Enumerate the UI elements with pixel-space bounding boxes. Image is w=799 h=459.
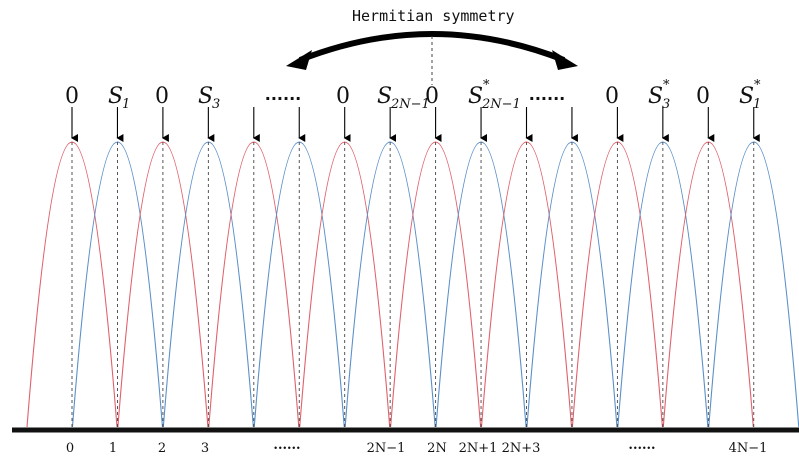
top-symbol-12: 0 <box>696 84 710 109</box>
top-symbol-5: 0 <box>336 84 350 109</box>
arrowhead-left <box>286 50 312 70</box>
index-label-1: 1 <box>109 441 117 456</box>
hermitian-symmetry-arrow <box>286 31 578 70</box>
top-symbol-13: S <box>739 84 754 109</box>
top-symbol-4: ...... <box>265 85 301 104</box>
top-symbol-2: 0 <box>155 84 169 109</box>
top-symbol-9: ...... <box>529 85 565 104</box>
index-label-7: 2N+1 <box>459 441 498 456</box>
index-label-4: ...... <box>273 438 300 453</box>
index-label-5: 2N−1 <box>367 441 406 456</box>
index-label-3: 3 <box>201 441 209 456</box>
arrowhead-right <box>552 50 578 70</box>
top-symbol-sub-11: 3 <box>662 97 670 112</box>
top-symbol-sub-8: 2N−1 <box>481 97 521 112</box>
top-symbol-sup-11: * <box>663 78 670 93</box>
top-symbol-sup-13: * <box>754 78 761 93</box>
index-label-8: 2N+3 <box>502 441 541 456</box>
top-symbol-8: S <box>468 84 483 109</box>
top-symbol-7: 0 <box>425 84 439 109</box>
subcarrier-dashed-lines <box>71 142 755 427</box>
index-label-6: 2N <box>427 441 447 456</box>
index-label-9: ...... <box>628 438 655 453</box>
top-symbol-0: 0 <box>65 84 79 109</box>
subcarrier-index-labels: 0 1 2 3...... 2N−1 2N 2N+1 2N+3...... 4N−1 <box>66 438 768 456</box>
top-symbol-sub-3: 3 <box>212 97 220 112</box>
top-symbol-6: S <box>377 84 392 109</box>
top-symbol-3: S <box>198 84 213 109</box>
top-symbol-sub-1: 1 <box>122 97 130 112</box>
top-symbol-sup-8: * <box>483 78 490 93</box>
subcarrier-arrows <box>71 107 760 142</box>
top-symbol-1: S <box>108 84 123 109</box>
top-symbol-sub-6: 2N−1 <box>390 97 430 112</box>
top-symbol-sub-13: 1 <box>753 97 761 112</box>
top-symbol-row: 0 S1 0 S3...... 0 S2N−10 S2N−1*...... 0 S3* 0 S1* <box>65 78 761 112</box>
index-label-10: 4N−1 <box>729 441 768 456</box>
index-label-2: 2 <box>158 441 166 456</box>
index-label-0: 0 <box>66 441 74 456</box>
top-symbol-10: 0 <box>605 84 619 109</box>
subcarrier-arcs <box>26 141 799 428</box>
diagram-title: Hermitian symmetry <box>352 7 515 25</box>
top-symbol-11: S <box>648 84 663 109</box>
